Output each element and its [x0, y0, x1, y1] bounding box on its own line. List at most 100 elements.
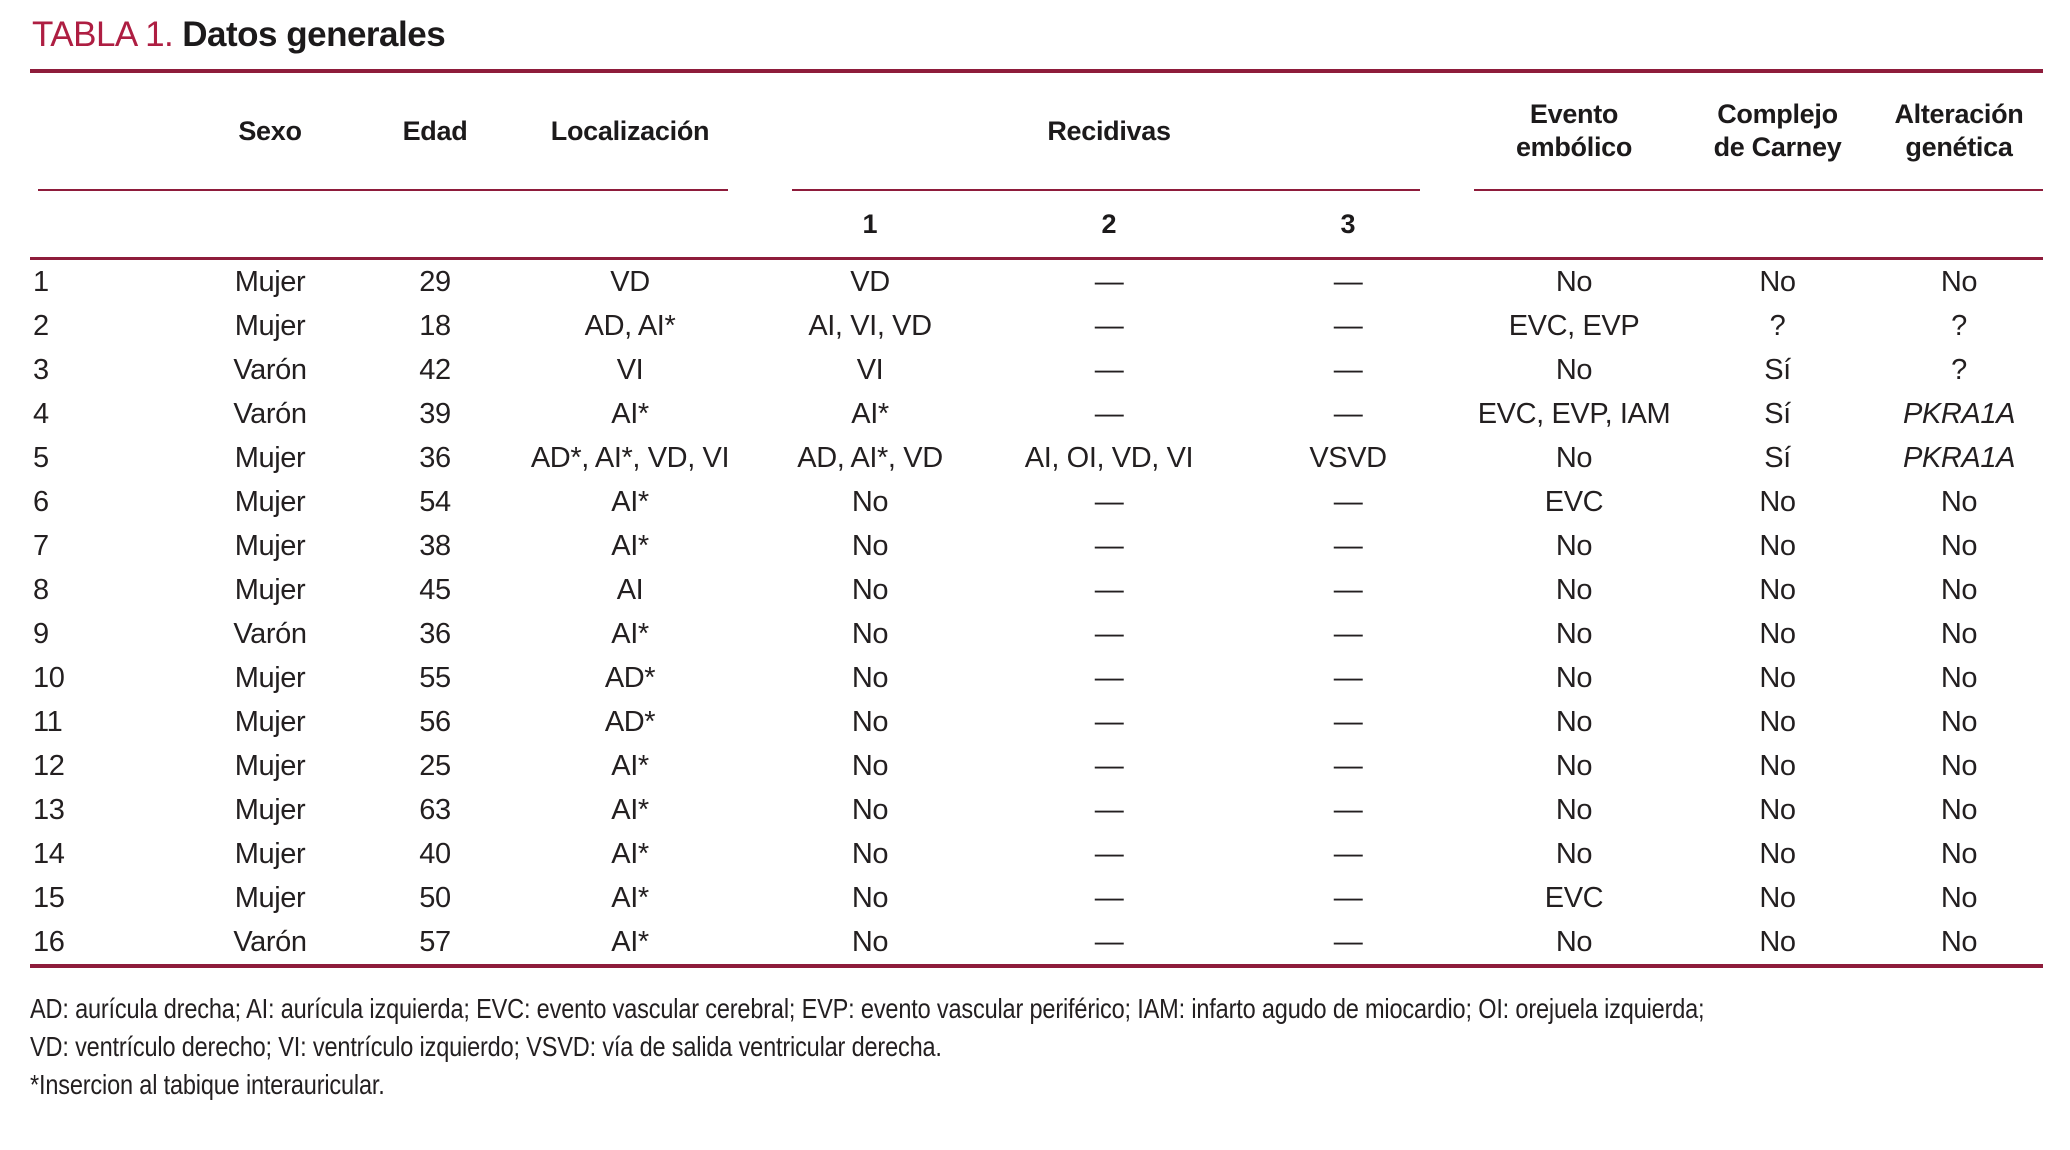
cell: No	[1940, 617, 1978, 650]
cell: No	[851, 573, 889, 606]
cell: AI*	[611, 485, 649, 518]
row-number-cell: 9	[33, 617, 49, 650]
cell: AI*	[611, 881, 649, 914]
cell: No	[1940, 573, 1978, 606]
cell: —	[1094, 309, 1124, 342]
cell: ?	[1951, 309, 1967, 342]
cell: Mujer	[234, 485, 306, 518]
cell: AI	[616, 573, 644, 606]
cell: 50	[419, 881, 451, 914]
cell: AD*	[604, 705, 656, 738]
col-group-header-recidivas: Recidivas	[1047, 115, 1171, 146]
cell: AI*	[611, 617, 649, 650]
cell: —	[1094, 485, 1124, 518]
cell: No	[1940, 529, 1978, 562]
row-number-cell: 3	[33, 353, 49, 386]
cell: Sí	[1764, 397, 1791, 430]
cell: AI, VI, VD	[808, 309, 932, 342]
row-number-cell: 6	[33, 485, 49, 518]
cell: —	[1333, 397, 1363, 430]
footnotes: AD: aurícula drecha; AI: aurícula izquie…	[30, 990, 2043, 1104]
cell: EVC	[1544, 881, 1604, 914]
table-row: 7 Mujer 38 AI* No — — No No No	[30, 524, 2043, 568]
cell: —	[1333, 529, 1363, 562]
cell: —	[1333, 749, 1363, 782]
cell: No	[851, 749, 889, 782]
row-number-cell: 10	[33, 661, 65, 694]
cell: No	[1555, 837, 1593, 870]
cell: No	[1940, 265, 1978, 298]
cell: Mujer	[234, 749, 306, 782]
cell: Mujer	[234, 529, 306, 562]
cell: —	[1094, 529, 1124, 562]
cell: EVC	[1544, 485, 1604, 518]
cell: No	[1555, 441, 1593, 474]
cell: Mujer	[234, 705, 306, 738]
cell: AI*	[611, 837, 649, 870]
cell: 18	[419, 309, 451, 342]
cell: VSVD	[1309, 441, 1387, 474]
table-row: 5 Mujer 36 AD*, AI*, VD, VI AD, AI*, VD AI, O…	[30, 436, 2043, 480]
table-row: 12 Mujer 25 AI* No — — No No No	[30, 744, 2043, 788]
datos-generales-table: Sexo Edad Localización Recidivas Evento …	[30, 69, 2043, 968]
cell: Mujer	[234, 661, 306, 694]
cell: 54	[419, 485, 451, 518]
cell: 63	[419, 793, 451, 826]
table-row: 13 Mujer 63 AI* No — — No No No	[30, 788, 2043, 832]
corner-cell	[30, 71, 180, 189]
cell: 39	[419, 397, 451, 430]
cell: No	[1940, 925, 1978, 958]
cell: No	[1555, 925, 1593, 958]
cell: 36	[419, 441, 451, 474]
cell: No	[1759, 705, 1796, 738]
table-body: 1 Mujer 29 VD VD — — No No No 2 Mujer 18 AD, AI* AI, V…	[30, 259, 2043, 967]
cell: No	[1940, 705, 1978, 738]
cell: AI*	[851, 397, 889, 430]
cell: —	[1333, 793, 1363, 826]
cell: —	[1094, 793, 1124, 826]
footnote-asterisk: *Insercion al tabique interauricular.	[30, 1069, 385, 1100]
table-row: 11 Mujer 56 AD* No — — No No No	[30, 700, 2043, 744]
cell: VD	[610, 265, 650, 298]
cell: No	[1555, 617, 1593, 650]
cell: No	[1759, 749, 1796, 782]
cell: No	[1555, 573, 1593, 606]
cell: —	[1094, 353, 1124, 386]
header-line: Complejo	[1717, 99, 1838, 129]
row-number-cell: 15	[33, 881, 65, 914]
cell: 42	[419, 353, 451, 386]
col-header-evento-embolico: Evento embólico	[1468, 71, 1680, 189]
cell: Sí	[1764, 441, 1791, 474]
cell: —	[1094, 837, 1124, 870]
cell: EVC, EVP, IAM	[1477, 397, 1671, 430]
cell: Mujer	[234, 837, 306, 870]
cell: No	[1759, 925, 1796, 958]
group-rule-recidivas	[792, 189, 1420, 191]
cell: —	[1333, 353, 1363, 386]
cell: Mujer	[234, 881, 306, 914]
row-number-cell: 1	[33, 265, 49, 298]
col-header-sexo: Sexo	[238, 115, 302, 146]
cell: AD*	[604, 661, 656, 694]
footnote-abbreviations-1: AD: aurícula drecha; AI: aurícula izquie…	[30, 993, 1705, 1024]
cell: No	[1940, 881, 1978, 914]
cell: Mujer	[234, 265, 306, 298]
cell: —	[1333, 837, 1363, 870]
header-group-rules	[30, 189, 2043, 191]
table-row: 4 Varón 39 AI* AI* — — EVC, EVP, IAM Sí PKRA1A	[30, 392, 2043, 436]
cell: No	[1759, 793, 1796, 826]
cell: No	[851, 793, 889, 826]
cell: AI, OI, VD, VI	[1024, 441, 1194, 474]
cell: AD, AI*	[584, 309, 676, 342]
table-row: 14 Mujer 40 AI* No — — No No No	[30, 832, 2043, 876]
cell: —	[1094, 573, 1124, 606]
cell: 25	[419, 749, 451, 782]
cell: —	[1333, 705, 1363, 738]
cell: No	[1555, 749, 1593, 782]
subheader-row: 1 2 3	[30, 191, 2043, 260]
cell: No	[1555, 265, 1593, 298]
cell: No	[1759, 529, 1796, 562]
cell: AI*	[611, 749, 649, 782]
cell: No	[851, 617, 889, 650]
cell: No	[1940, 793, 1978, 826]
